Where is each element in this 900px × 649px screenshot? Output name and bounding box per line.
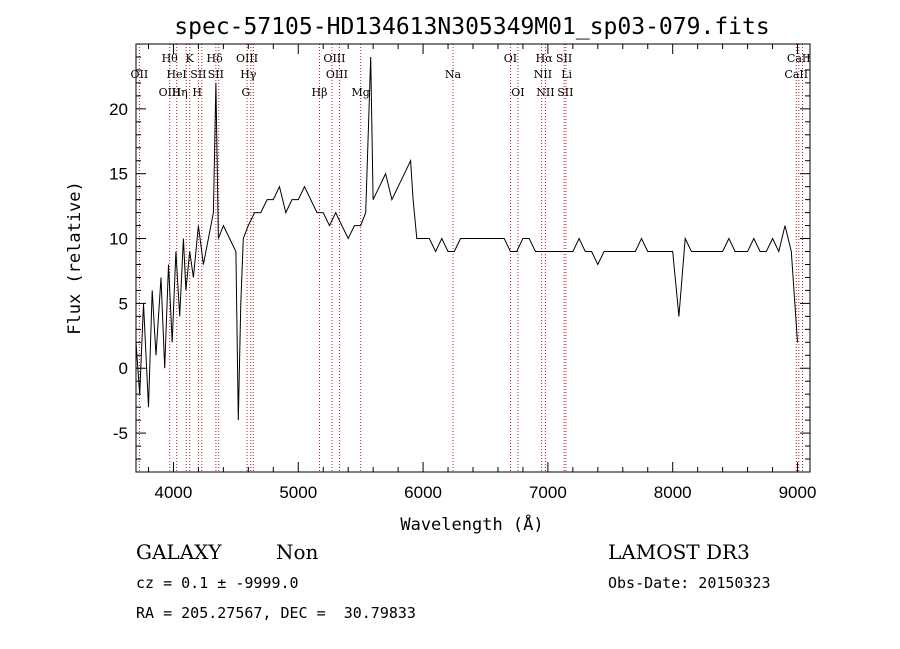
survey-release: LAMOST DR3 xyxy=(608,540,750,564)
y-tick-label: 15 xyxy=(109,165,128,184)
spectral-line-label: OIII xyxy=(159,86,181,99)
spectral-line-label: Hδ xyxy=(207,52,224,65)
spectral-line-label: SII xyxy=(556,52,572,65)
spectral-line-label: G xyxy=(241,86,250,99)
spectral-line-label: NII xyxy=(536,86,554,99)
redshift-readout: cz = 0.1 ± -9999.0 xyxy=(136,574,299,592)
spectral-line-label: SII xyxy=(190,68,206,81)
y-axis-label: Flux (relative) xyxy=(65,181,85,335)
spectral-line-label: OIII xyxy=(326,68,348,81)
x-tick-label: 4000 xyxy=(155,483,193,502)
spectral-line-label: CaII xyxy=(784,68,808,81)
spectral-line-label: K xyxy=(186,52,195,65)
spectral-line-label: Li xyxy=(561,68,572,81)
spectral-line-label: OI xyxy=(504,52,517,65)
object-subclass: Non xyxy=(276,540,319,564)
spectral-line-label: SII xyxy=(208,68,224,81)
observation-date: Obs-Date: 20150323 xyxy=(608,574,771,592)
y-tick-label: 0 xyxy=(119,359,128,378)
spectral-line-label: OII xyxy=(131,68,149,81)
spectral-line-label: Na xyxy=(445,68,462,81)
spectral-line-label: Hγ xyxy=(240,68,257,81)
plot-frame xyxy=(135,43,811,473)
spectral-line-label: OI xyxy=(511,86,524,99)
spectral-line-label: Hθ xyxy=(162,52,179,65)
spectral-line-label: NII xyxy=(534,68,552,81)
spectral-line-markers xyxy=(138,44,804,472)
spectral-line-label: HeI xyxy=(166,68,186,81)
y-tick-label: 20 xyxy=(109,100,128,119)
y-tick-label: -5 xyxy=(113,424,128,443)
object-class: GALAXY xyxy=(136,540,222,564)
spectral-line-label: H xyxy=(192,86,202,99)
spectrum-series-line xyxy=(135,56,798,421)
spectral-line-label: CaII xyxy=(787,52,811,65)
chart-title: spec-57105-HD134613N305349M01_sp03-079.f… xyxy=(174,14,769,40)
y-tick-label: 5 xyxy=(119,294,128,313)
spectral-line-label: SII xyxy=(557,86,573,99)
coordinates-readout: RA = 205.27567, DEC = 30.79833 xyxy=(136,604,416,622)
x-tick-label: 9000 xyxy=(779,483,817,502)
spectral-line-label: Hα xyxy=(536,52,554,65)
x-tick-label: 6000 xyxy=(404,483,442,502)
x-tick-label: 5000 xyxy=(279,483,317,502)
x-tick-label: 7000 xyxy=(529,483,567,502)
spectral-line-label: Mg xyxy=(352,86,370,99)
y-tick-label: 10 xyxy=(109,230,128,249)
x-tick-label: 8000 xyxy=(654,483,692,502)
spectral-line-label: Hη xyxy=(172,86,188,99)
spectral-line-label: Hβ xyxy=(312,86,328,99)
x-axis-label: Wavelength (Å) xyxy=(400,513,543,535)
x-axis-ticks: 4000 5000 6000 7000 8000 9000 xyxy=(147,44,817,502)
y-axis-ticks: -5 0 5 10 15 20 xyxy=(109,43,810,460)
spectral-line-label: OIII xyxy=(323,52,345,65)
spectral-line-label: OIII xyxy=(236,52,258,65)
